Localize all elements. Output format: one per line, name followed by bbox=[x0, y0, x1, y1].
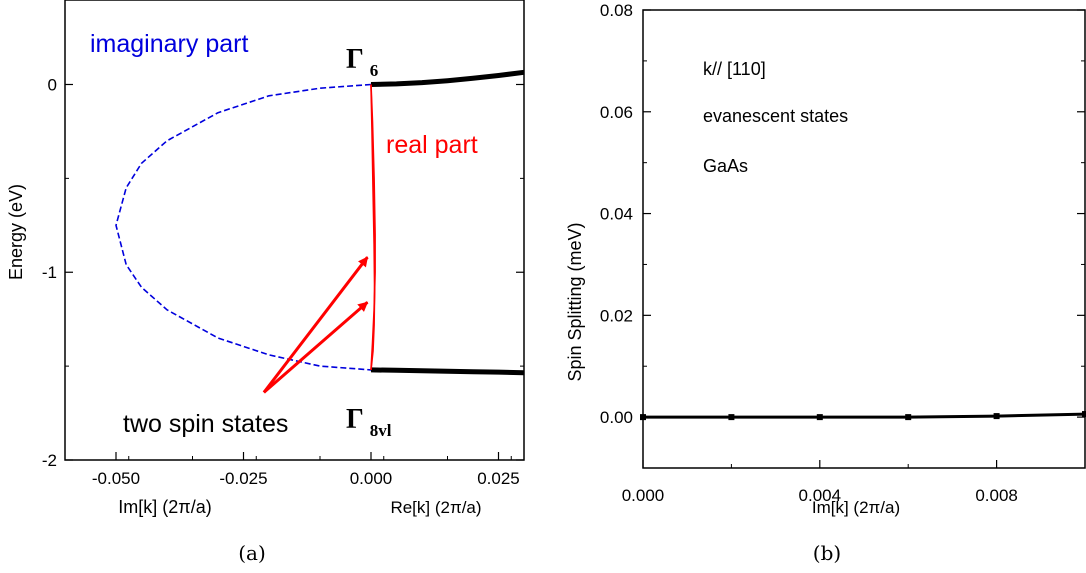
panel-b-ytick-label: 0.02 bbox=[600, 306, 633, 325]
panel-b-xlabel: Im[k] (2π/a) bbox=[812, 498, 900, 517]
gamma8vl-base: Γ bbox=[346, 404, 363, 435]
panel-a-ytick-label: -2 bbox=[42, 451, 57, 470]
spin-state-arrow-1 bbox=[262, 256, 369, 394]
panel-b-xtick-label: 0.008 bbox=[975, 486, 1018, 505]
panel-b-frame bbox=[642, 9, 1086, 469]
panel-a-xlabel-right: Re[k] (2π/a) bbox=[390, 498, 481, 517]
panel-a-ytick-label: -1 bbox=[42, 263, 57, 282]
panel-a-caption: (a) bbox=[238, 541, 266, 565]
panel-a-series bbox=[115, 69, 525, 376]
panel-b-ytick-label: 0.00 bbox=[600, 408, 633, 427]
imaginary-part-label: imaginary part bbox=[90, 30, 248, 58]
data-point bbox=[728, 414, 735, 421]
panel-b-spin-splitting-chart: 0.000 0.004 0.008 0.00 0.02 0.04 0.06 0.08 Spin… bbox=[565, 1, 1086, 565]
panel-b-ytick-label: 0.08 bbox=[600, 1, 633, 20]
panel-b-annotation-material: GaAs bbox=[703, 156, 748, 176]
panel-b-annotation-states: evanescent states bbox=[703, 106, 848, 126]
panel-a-ytick-label: 0 bbox=[48, 75, 57, 94]
gamma8vl-sub: 8vl bbox=[370, 421, 392, 440]
panel-b-xtick-label: 0.004 bbox=[799, 486, 842, 505]
data-point bbox=[816, 414, 823, 421]
panel-b-xtick-label: 0.000 bbox=[622, 486, 665, 505]
gamma8vl-label: Γ 8vl bbox=[346, 404, 392, 440]
data-point bbox=[905, 414, 912, 421]
panel-b-ticks: 0.000 0.004 0.008 0.00 0.02 0.04 0.06 0.08 bbox=[600, 1, 1086, 505]
gamma6-label: Γ 6 bbox=[346, 44, 378, 80]
panel-a-xtick-label: -0.050 bbox=[92, 469, 140, 488]
data-point bbox=[993, 413, 1000, 420]
panel-a-arrows bbox=[262, 256, 369, 394]
panel-b-annotation-direction: k// [110] bbox=[703, 59, 766, 79]
series-spin-splitting bbox=[643, 412, 1086, 419]
panel-b-ylabel: Spin Splitting (meV) bbox=[565, 222, 585, 381]
series-real-lower bbox=[370, 367, 525, 376]
panel-b-ytick-label: 0.06 bbox=[600, 103, 633, 122]
spin-state-arrow-2 bbox=[262, 301, 369, 394]
real-part-label: real part bbox=[386, 131, 478, 159]
series-imaginary bbox=[115, 83, 372, 371]
panel-a-frame bbox=[64, 0, 525, 461]
two-spin-states-label: two spin states bbox=[123, 410, 288, 438]
panel-b-ytick-label: 0.04 bbox=[600, 205, 633, 224]
series-real-upper bbox=[370, 69, 525, 87]
series-spin-state-2 bbox=[370, 84, 376, 370]
panel-b-series bbox=[640, 411, 1086, 421]
data-point bbox=[1082, 411, 1086, 418]
gamma6-sub: 6 bbox=[370, 61, 379, 80]
panel-a-xtick-label: 0.000 bbox=[350, 469, 393, 488]
panel-a-ticks: -0.050 -0.025 0.000 0.025 0 -1 -2 bbox=[42, 75, 524, 488]
panel-b-caption: (b) bbox=[813, 541, 841, 565]
panel-a-xlabel-left: Im[k] (2π/a) bbox=[118, 497, 211, 517]
gamma6-base: Γ bbox=[346, 44, 363, 75]
panel-a-xtick-label: -0.025 bbox=[219, 469, 267, 488]
panel-a-xtick-label: 0.025 bbox=[477, 469, 520, 488]
panel-a-ylabel: Energy (eV) bbox=[6, 184, 26, 280]
